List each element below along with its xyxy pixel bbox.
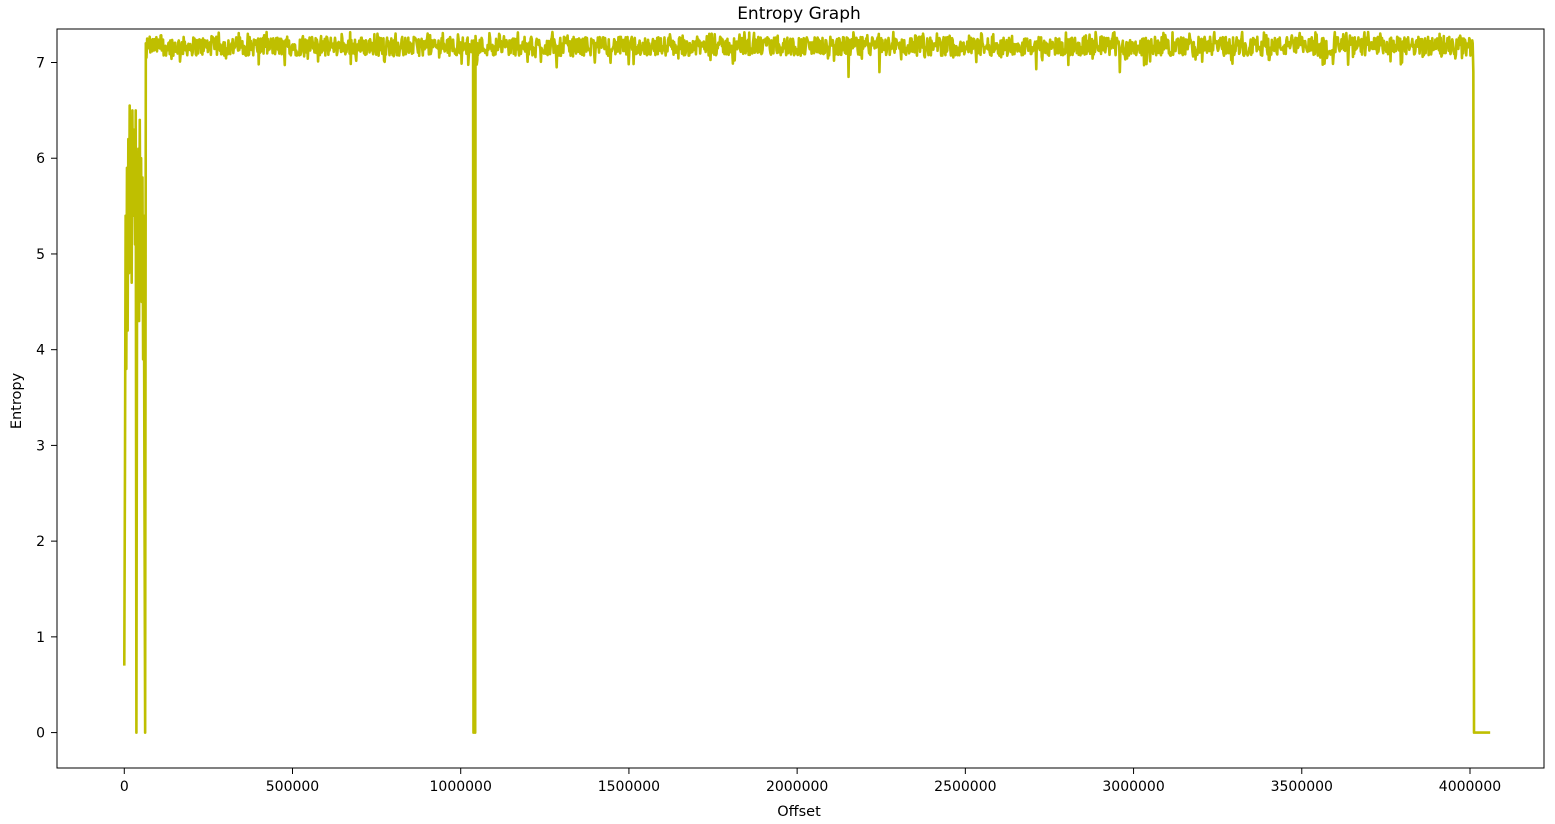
x-tick-label: 0 — [120, 779, 129, 795]
plot-area — [57, 29, 1544, 768]
y-tick-label: 5 — [36, 247, 45, 263]
y-tick-label: 0 — [36, 726, 45, 742]
y-tick-label: 1 — [36, 630, 45, 646]
x-tick-label: 3000000 — [1102, 779, 1164, 795]
y-tick-label: 2 — [36, 534, 45, 550]
x-tick-label: 4000000 — [1439, 779, 1501, 795]
x-axis: 0 500000 1000000 1500000 2000000 2500000 30000… — [120, 768, 1501, 795]
x-tick-label: 2500000 — [934, 779, 996, 795]
x-tick-label: 1000000 — [430, 779, 492, 795]
y-axis-label: Entropy — [9, 372, 25, 429]
series-layer — [122, 30, 1491, 734]
chart-title: Entropy Graph — [737, 4, 861, 24]
x-tick-label: 1500000 — [598, 779, 660, 795]
y-tick-label: 4 — [36, 343, 45, 359]
plot-frame — [56, 28, 1545, 769]
entropy-series-line — [122, 30, 1491, 734]
x-tick-label: 3500000 — [1271, 779, 1333, 795]
x-tick-label: 500000 — [266, 779, 319, 795]
y-tick-label: 3 — [36, 438, 45, 454]
x-tick-label: 2000000 — [766, 779, 828, 795]
y-tick-label: 6 — [36, 151, 45, 167]
x-axis-label: Offset — [777, 804, 821, 820]
y-axis: 0 1 2 3 4 5 6 7 — [36, 56, 57, 742]
y-tick-label: 7 — [36, 56, 45, 72]
